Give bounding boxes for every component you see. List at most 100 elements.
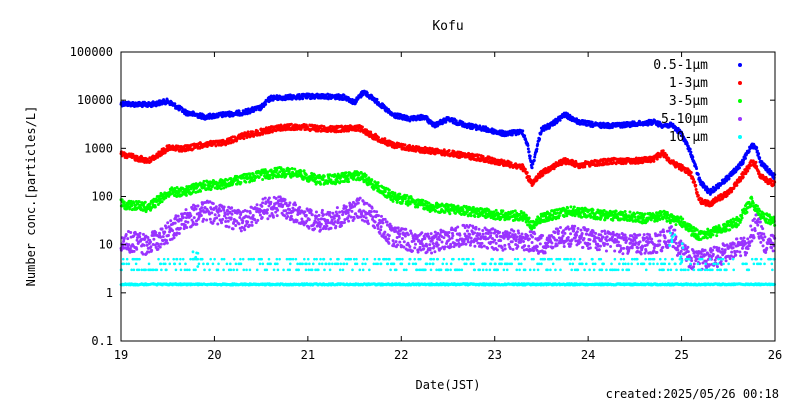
data-point: [667, 157, 671, 161]
data-point: [304, 173, 308, 177]
data-point: [383, 190, 387, 194]
data-point: [160, 200, 164, 204]
data-point: [757, 152, 761, 156]
data-point: [535, 147, 539, 151]
data-point: [239, 181, 243, 185]
data-point: [454, 119, 458, 123]
data-point: [614, 209, 618, 213]
data-point: [741, 175, 745, 179]
data-point: [376, 100, 380, 104]
data-point: [746, 169, 750, 173]
data-point: [290, 166, 294, 170]
data-point: [755, 146, 759, 150]
data-point: [523, 167, 527, 171]
data-point: [237, 109, 241, 113]
data-point: [376, 181, 380, 185]
data-point: [344, 171, 348, 175]
data-point: [290, 97, 294, 101]
data-point: [173, 102, 177, 106]
data-point: [695, 190, 699, 194]
data-point: [747, 166, 751, 170]
data-point: [322, 174, 326, 178]
data-point: [203, 183, 207, 187]
data-point: [562, 214, 566, 218]
data-point: [383, 137, 387, 141]
data-point: [541, 173, 545, 177]
data-point: [456, 204, 460, 208]
data-point: [661, 149, 665, 153]
data-point: [765, 165, 769, 169]
data-point: [299, 170, 303, 174]
data-point: [347, 180, 351, 184]
data-point: [473, 215, 477, 219]
data-point: [527, 150, 531, 154]
data-point: [528, 154, 532, 158]
data-point: [289, 122, 293, 126]
data-point: [501, 129, 505, 133]
data-point: [532, 159, 536, 163]
data-point: [591, 208, 595, 212]
series-0: [119, 89, 777, 196]
data-point: [747, 149, 751, 153]
data-point: [360, 125, 364, 129]
data-point: [293, 167, 297, 171]
data-point: [689, 170, 693, 174]
data-point: [199, 189, 203, 193]
data-point: [688, 147, 692, 151]
data-point: [758, 156, 762, 160]
data-point: [321, 177, 325, 181]
data-point: [401, 199, 405, 203]
data-point: [364, 173, 368, 177]
data-point: [521, 218, 525, 222]
data-point: [377, 184, 381, 188]
data-point: [526, 143, 530, 147]
data-point: [623, 209, 627, 213]
data-point: [555, 211, 559, 215]
data-point: [755, 149, 759, 153]
data-point: [329, 178, 333, 182]
data-point: [405, 194, 409, 198]
data-point: [628, 210, 632, 214]
data-point: [130, 204, 134, 208]
data-point: [122, 200, 126, 204]
data-point: [153, 205, 157, 209]
data-point: [346, 177, 350, 181]
data-point: [665, 219, 669, 223]
data-point: [376, 136, 380, 140]
data-point: [288, 167, 292, 171]
data-point: [501, 209, 505, 213]
data-point: [533, 155, 537, 159]
data-point: [569, 205, 573, 209]
data-point: [494, 208, 498, 212]
data-point: [403, 143, 407, 147]
data-point: [521, 129, 525, 133]
data-point: [202, 179, 206, 183]
data-point: [526, 147, 530, 151]
data-point: [268, 176, 272, 180]
data-point: [319, 182, 323, 186]
data-point: [538, 221, 542, 225]
data-point: [566, 206, 570, 210]
data-point: [572, 205, 576, 209]
data-point: [536, 142, 540, 146]
data-point: [137, 200, 141, 204]
data-marks: [119, 89, 777, 287]
data-point: [448, 212, 452, 216]
data-point: [216, 115, 220, 119]
data-point: [727, 177, 731, 181]
data-point: [693, 180, 697, 184]
data-point: [580, 215, 584, 219]
data-point: [737, 166, 741, 170]
data-point: [184, 193, 188, 197]
data-point: [674, 223, 678, 227]
data-point: [531, 162, 535, 166]
data-point: [694, 183, 698, 187]
data-point: [469, 214, 473, 218]
data-point: [633, 215, 637, 219]
data-point: [524, 213, 528, 217]
data-point: [530, 166, 534, 170]
data-point: [689, 150, 693, 154]
data-point: [398, 192, 402, 196]
data-point: [735, 183, 739, 187]
